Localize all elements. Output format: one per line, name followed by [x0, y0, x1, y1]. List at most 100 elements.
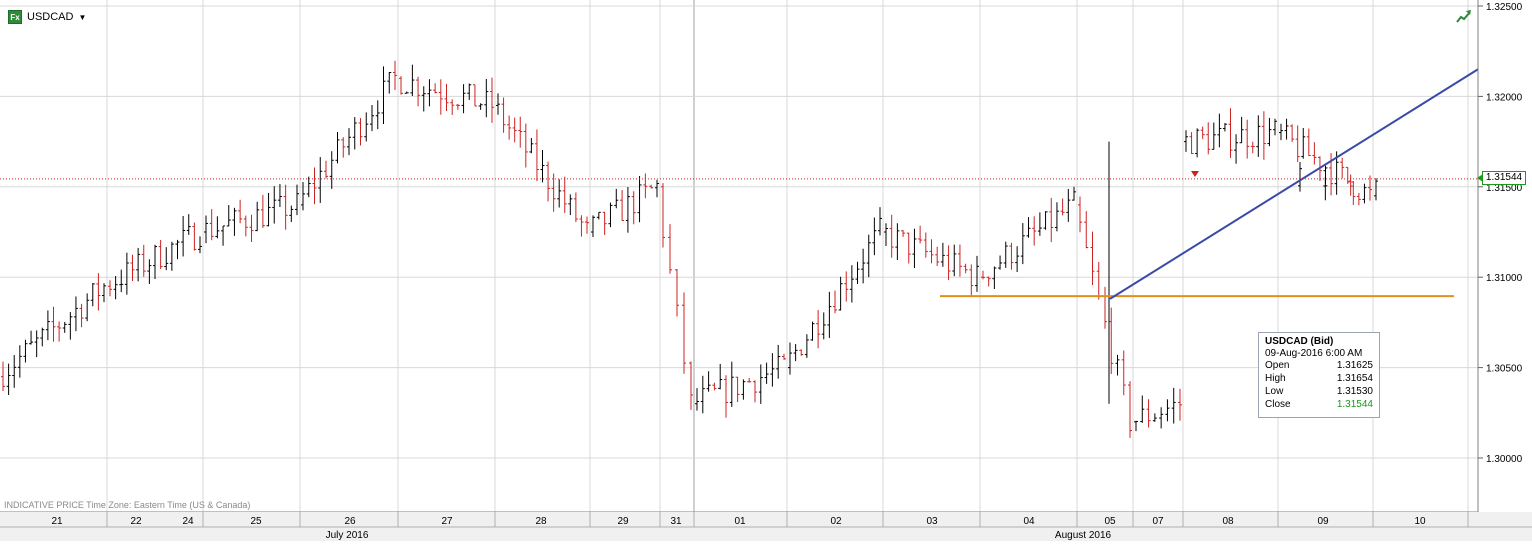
ohlc-bar	[1134, 420, 1138, 432]
info-label: Low	[1265, 386, 1284, 397]
ohlc-bar	[776, 344, 781, 379]
ohlc-bar	[438, 79, 443, 115]
ohlc-bar	[1239, 116, 1244, 144]
caret-down-icon[interactable]: ▼	[78, 12, 87, 22]
ohlc-bar	[141, 244, 146, 277]
ohlc-bar	[568, 194, 573, 216]
ohlc-bar	[387, 71, 392, 94]
ohlc-bar	[620, 190, 625, 221]
ohlc-bar	[675, 268, 679, 317]
ohlc-bar	[62, 321, 67, 333]
ohlc-bar	[186, 214, 191, 235]
x-tick-label: 21	[51, 516, 63, 527]
ohlc-bar	[540, 150, 545, 183]
ohlc-bar	[496, 93, 500, 115]
ohlc-bar	[113, 276, 118, 300]
ohlc-bar	[375, 100, 380, 130]
ohlc-bar	[724, 375, 728, 418]
ohlc-bar	[1146, 399, 1151, 428]
ohlc-bar	[507, 115, 512, 140]
ohlc-bar	[29, 330, 34, 345]
ohlc-bar	[1165, 399, 1170, 422]
ohlc-bar	[1261, 111, 1266, 160]
ohlc-bar	[17, 345, 22, 378]
ohlc-bar	[849, 265, 854, 303]
x-tick-label: 01	[734, 516, 746, 527]
info-label: Close	[1265, 399, 1291, 410]
ohlc-bar	[608, 202, 613, 228]
ohlc-bar	[341, 137, 346, 158]
ohlc-bar	[529, 137, 534, 154]
ohlc-bar	[221, 225, 226, 246]
ohlc-bar	[416, 76, 421, 107]
ohlc-bar	[1121, 350, 1126, 396]
ohlc-bar	[421, 86, 426, 112]
ohlc-bar	[1211, 122, 1216, 150]
ohlc-bar	[136, 247, 141, 282]
ohlc-bar	[277, 184, 282, 208]
symbol-label[interactable]: USDCAD	[27, 11, 74, 23]
ohlc-bar	[501, 97, 506, 133]
x-tick-label: 08	[1222, 516, 1234, 527]
ohlc-bar	[1368, 175, 1372, 201]
ohlc-bar	[981, 270, 985, 280]
ohlc-bar	[557, 179, 562, 208]
ohlc-bar	[295, 184, 299, 216]
ohlc-bar	[238, 199, 243, 224]
x-tick-label: 28	[535, 516, 547, 527]
ohlc-bar	[799, 349, 804, 356]
y-tick-label: 1.32500	[1486, 2, 1523, 13]
y-tick-label: 1.30500	[1486, 364, 1523, 375]
ohlc-bar	[124, 252, 129, 295]
ohlc-bar	[85, 293, 90, 322]
y-tick-label: 1.30000	[1486, 454, 1523, 465]
ohlc-bar	[764, 362, 769, 384]
ohlc-bar	[266, 192, 271, 227]
ohlc-bar	[585, 216, 589, 234]
ohlc-bar	[1066, 188, 1071, 222]
ohlc-bar	[782, 353, 786, 360]
ohlc-bar	[861, 248, 866, 284]
ohlc-bar	[1043, 211, 1048, 230]
ohlc-bar	[878, 207, 882, 236]
ohlc-bar	[918, 225, 923, 244]
ohlc-bar	[158, 239, 163, 270]
ohlc-bar	[625, 186, 630, 233]
ohlc-bar	[1128, 381, 1132, 438]
ohlc-bar	[855, 261, 860, 285]
ohlc-bar	[472, 84, 477, 107]
ohlc-bar	[1037, 212, 1042, 236]
ohlc-bar	[1090, 231, 1095, 285]
trend-up-icon[interactable]	[1455, 8, 1473, 24]
info-row-open: Open 1.31625	[1265, 359, 1373, 372]
ohlc-bar	[1049, 197, 1054, 243]
ohlc-bar	[272, 186, 277, 224]
ohlc-bar	[1250, 141, 1255, 154]
ohlc-bar	[1015, 246, 1020, 273]
ohlc-bar	[889, 214, 894, 258]
ohlc-bar	[1217, 113, 1222, 148]
ohlc-bar	[1273, 118, 1277, 136]
ohlc-bar	[969, 264, 974, 296]
ohlc-bar	[169, 241, 174, 271]
ohlc-bar	[940, 242, 945, 267]
ohlc-bar	[1345, 166, 1350, 184]
ohlc-bar	[718, 363, 723, 390]
ohlc-bar	[1298, 162, 1302, 192]
ohlc-bar	[1306, 128, 1311, 157]
ohlc-bar	[1284, 118, 1289, 140]
ohlc-bar	[1060, 198, 1065, 216]
ohlc-bar	[1, 361, 5, 392]
ohlc-bar	[712, 382, 717, 391]
ohlc-bar	[329, 151, 334, 189]
x-tick-label: 26	[344, 516, 356, 527]
ohlc-bar	[1032, 216, 1037, 246]
info-label: High	[1265, 373, 1286, 384]
ohlc-bar	[770, 353, 775, 387]
ohlc-bar	[404, 91, 409, 94]
ohlc-bar	[788, 342, 792, 375]
x-tick-label: 02	[830, 516, 842, 527]
ohlc-bar	[747, 378, 752, 383]
ohlc-bar	[1348, 174, 1353, 196]
